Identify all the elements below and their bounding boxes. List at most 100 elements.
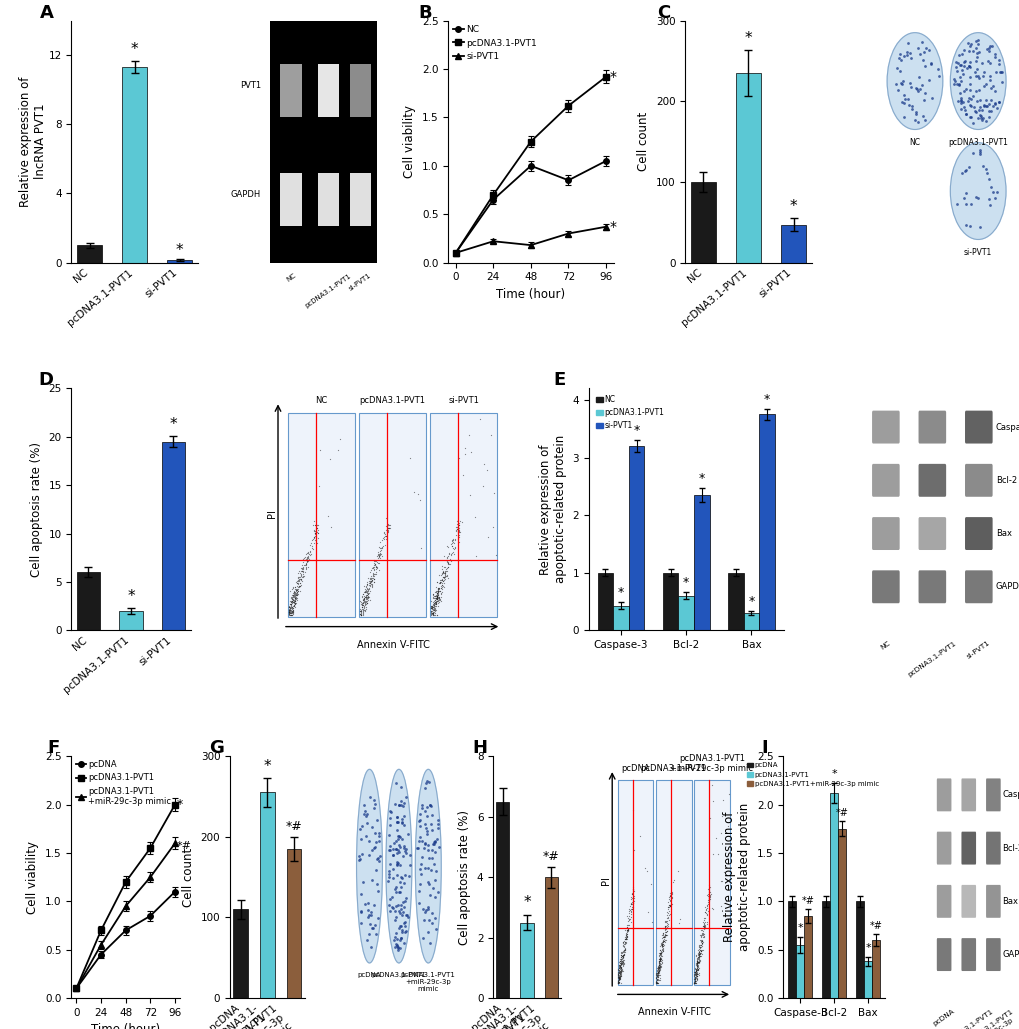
Point — [658, 922, 675, 938]
Point — [353, 604, 369, 620]
Point — [428, 589, 444, 605]
Point — [389, 842, 406, 858]
Text: *: * — [177, 799, 183, 811]
Point — [649, 957, 665, 973]
Point — [389, 897, 406, 914]
Point — [419, 842, 435, 858]
Point — [375, 525, 391, 541]
Point — [381, 863, 397, 880]
Point — [329, 441, 345, 458]
Point — [388, 814, 405, 830]
Point — [662, 886, 679, 902]
Point — [692, 944, 708, 960]
Point — [360, 895, 376, 912]
Point — [959, 93, 975, 109]
Point — [968, 45, 984, 62]
Point — [365, 570, 381, 587]
Point — [478, 462, 494, 478]
Point — [662, 887, 679, 903]
Text: *: * — [864, 943, 870, 953]
Point — [409, 840, 425, 856]
Point — [293, 569, 310, 586]
Point — [698, 906, 714, 922]
Point — [650, 958, 666, 974]
Point — [293, 557, 310, 573]
Point — [449, 520, 466, 536]
Point — [426, 590, 442, 606]
Point — [960, 42, 976, 59]
Point — [420, 837, 436, 853]
Circle shape — [950, 33, 1005, 130]
Point — [624, 894, 640, 911]
Point — [690, 967, 706, 984]
Point — [381, 838, 397, 854]
Point — [649, 959, 665, 975]
Point — [689, 961, 705, 978]
Point — [687, 964, 703, 981]
Point — [650, 963, 666, 980]
Point — [688, 953, 704, 969]
Point — [449, 531, 466, 547]
Point — [354, 818, 370, 835]
Point — [298, 556, 314, 572]
Text: Bcl-2: Bcl-2 — [995, 475, 1016, 485]
Point — [418, 902, 434, 919]
Point — [360, 581, 376, 598]
Point — [427, 583, 443, 600]
Bar — [787, 901, 795, 998]
Point — [614, 935, 631, 952]
Point — [359, 595, 375, 611]
Point — [444, 531, 461, 547]
Point — [388, 884, 405, 900]
Point — [651, 950, 667, 966]
Point — [425, 596, 441, 612]
Point — [651, 951, 667, 967]
Point — [688, 955, 704, 971]
Point — [689, 961, 705, 978]
Text: G: G — [209, 739, 224, 757]
Point — [412, 866, 428, 883]
Point — [971, 218, 987, 235]
Point — [450, 533, 467, 549]
Point — [360, 589, 376, 605]
Point — [435, 563, 451, 579]
Point — [688, 965, 704, 982]
Point — [660, 891, 677, 908]
Point — [282, 593, 299, 609]
Point — [650, 959, 666, 975]
Point — [397, 889, 414, 906]
Point — [420, 923, 436, 939]
Point — [358, 582, 374, 599]
Point — [651, 950, 667, 966]
Point — [441, 556, 458, 572]
Point — [284, 606, 301, 623]
Point — [361, 574, 377, 591]
Point — [285, 591, 302, 607]
Point — [693, 935, 709, 952]
Point — [970, 81, 986, 98]
Point — [713, 808, 730, 824]
Point — [980, 96, 997, 112]
Point — [352, 593, 368, 609]
Point — [623, 889, 639, 906]
Point — [280, 602, 297, 618]
Point — [433, 575, 449, 592]
Text: pcDNA: pcDNA — [358, 971, 381, 978]
Point — [421, 935, 437, 952]
Point — [394, 903, 411, 920]
Point — [388, 856, 405, 873]
Point — [282, 599, 299, 615]
FancyBboxPatch shape — [871, 464, 899, 497]
Point — [703, 777, 719, 793]
Point — [686, 963, 702, 980]
Point — [286, 578, 303, 595]
Point — [656, 919, 673, 935]
Point — [639, 904, 655, 921]
Point — [687, 964, 703, 981]
Point — [979, 190, 996, 207]
Point — [362, 916, 378, 932]
Point — [286, 592, 303, 608]
Point — [425, 605, 441, 622]
Point — [648, 967, 664, 984]
Point — [609, 968, 626, 985]
